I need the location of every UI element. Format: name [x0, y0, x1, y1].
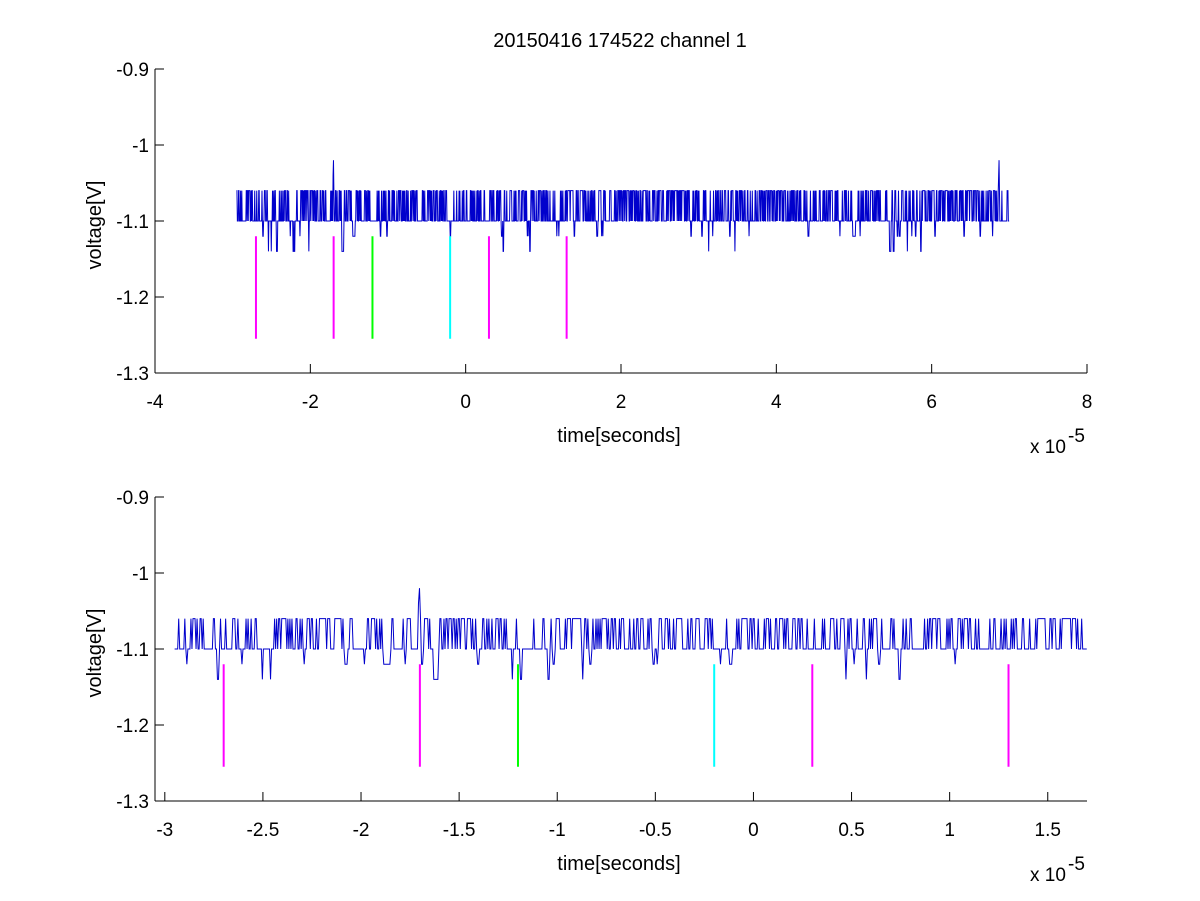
top-x-tick-label: 4 — [771, 392, 782, 413]
bottom-y-axis-label: voltage[V] — [84, 609, 106, 698]
bottom-x-tick-label: -2.5 — [247, 820, 280, 841]
bottom-x-tick-label: 1 — [944, 820, 955, 841]
top-x-tick-label: 2 — [616, 392, 627, 413]
bottom-y-tick-label: -1.3 — [116, 792, 149, 813]
bottom-y-tick-label: -1 — [132, 564, 149, 585]
top-y-tick-label: -1.1 — [116, 212, 149, 233]
top-x-scale-exponent: -5 — [1068, 426, 1085, 447]
bottom-x-scale-exponent: -5 — [1068, 854, 1085, 875]
top-y-tick-label: -1 — [132, 136, 149, 157]
bottom-x-tick-label: -3 — [156, 820, 173, 841]
bottom-x-tick-label: -1.5 — [443, 820, 476, 841]
bottom-x-tick-label: 0.5 — [838, 820, 864, 841]
top-y-tick-label: -0.9 — [116, 60, 149, 81]
top-x-tick-label: 8 — [1082, 392, 1093, 413]
bottom-y-tick-label: -1.2 — [116, 716, 149, 737]
top-y-tick-label: -1.2 — [116, 288, 149, 309]
bottom-y-tick-label: -1.1 — [116, 640, 149, 661]
bottom-voltage-trace — [174, 588, 1087, 680]
figure-title: 20150416 174522 channel 1 — [493, 30, 747, 52]
bottom-x-tick-label: 0 — [748, 820, 759, 841]
top-voltage-trace — [236, 160, 1010, 252]
bottom-x-tick-label: 1.5 — [1035, 820, 1061, 841]
top-x-tick-label: -4 — [147, 392, 164, 413]
top-y-axis-label: voltage[V] — [84, 181, 106, 270]
bottom-y-tick-label: -0.9 — [116, 488, 149, 509]
top-x-axis-label: time[seconds] — [557, 425, 680, 447]
top-x-scale-note: x 10 — [1030, 437, 1066, 458]
bottom-x-tick-label: -1 — [549, 820, 566, 841]
bottom-x-tick-label: -2 — [353, 820, 370, 841]
top-y-tick-label: -1.3 — [116, 364, 149, 385]
bottom-x-scale-note: x 10 — [1030, 865, 1066, 886]
top-voltage-plot: -1.3 -1.2 -1.1 -1 -0.9 -4 -2 0 2 4 6 8 time[seconds]… — [84, 60, 1092, 458]
bottom-voltage-plot: -1.3 -1.2 -1.1 -1 -0.9 -3 -2.5 -2 -1.5 -1 -0.5 0 0.5… — [84, 488, 1087, 886]
top-x-tick-label: -2 — [302, 392, 319, 413]
top-x-tick-label: 6 — [926, 392, 937, 413]
bottom-x-axis-label: time[seconds] — [557, 853, 680, 875]
top-x-tick-label: 0 — [460, 392, 471, 413]
bottom-x-tick-label: -0.5 — [639, 820, 672, 841]
